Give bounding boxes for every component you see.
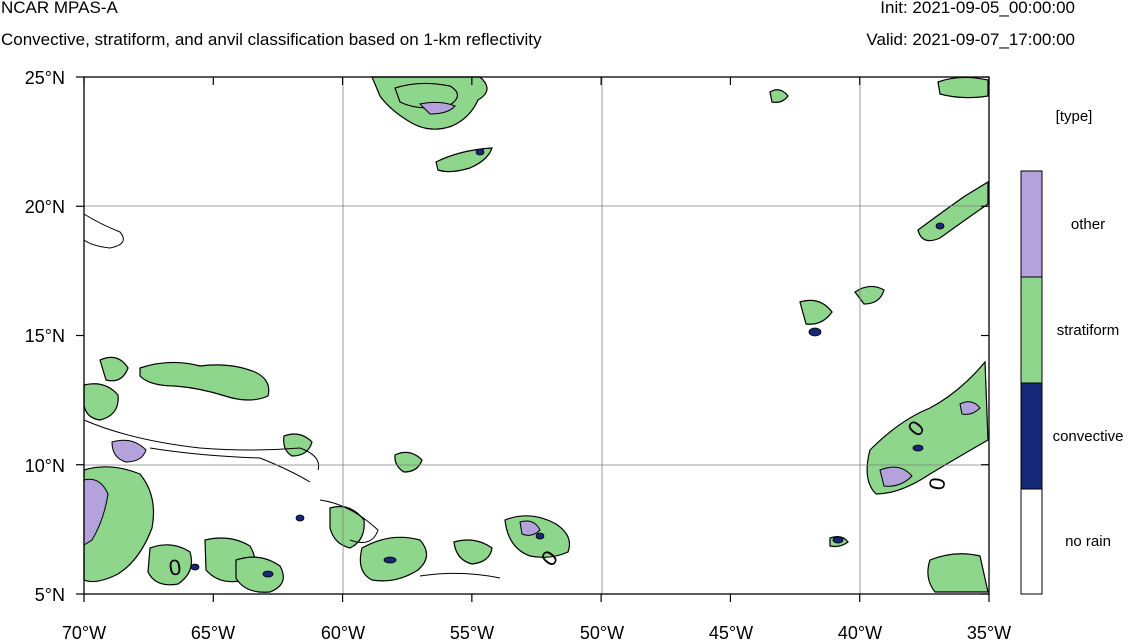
legend-label-convective: convective	[1053, 428, 1124, 445]
y-tick-label: 25°N	[25, 68, 65, 88]
feature-cluster-west	[83, 356, 365, 593]
legend-title: [type]	[1056, 108, 1093, 125]
x-tick-label: 65°W	[191, 623, 235, 641]
zero-contours	[83, 213, 501, 579]
x-tick-label: 50°W	[580, 623, 624, 641]
y-tick-label: 15°N	[25, 326, 65, 346]
y-axis-labels: 25°N 20°N 15°N 10°N 5°N	[25, 68, 65, 605]
legend-swatch-no-rain	[1020, 488, 1043, 595]
valid-time: Valid: 2021-09-07_17:00:00	[866, 30, 1075, 49]
legend-swatch-other	[1020, 170, 1043, 278]
y-tick-marks	[76, 76, 989, 595]
x-tick-label: 60°W	[321, 623, 365, 641]
convective-cores	[190, 148, 945, 578]
x-tick-label: 35°W	[967, 623, 1011, 641]
legend: [type] other stratiform convective no ra…	[1020, 108, 1124, 595]
x-tick-label: 70°W	[62, 623, 106, 641]
map-subtitle: Convective, stratiform, and anvil classi…	[1, 30, 542, 49]
init-time: Init: 2021-09-05_00:00:00	[880, 0, 1075, 17]
x-tick-label: 45°W	[709, 623, 753, 641]
contour-label: 0	[924, 476, 951, 492]
feature-cluster-east	[769, 76, 989, 593]
x-tick-label: 55°W	[450, 623, 494, 641]
y-tick-label: 5°N	[35, 585, 65, 605]
y-tick-label: 10°N	[25, 456, 65, 476]
map-title: NCAR MPAS-A	[1, 0, 118, 17]
feature-cluster-north	[371, 76, 493, 173]
legend-label-no-rain: no rain	[1065, 533, 1111, 550]
legend-swatch-convective	[1020, 382, 1043, 490]
legend-swatch-stratiform	[1020, 276, 1043, 384]
precipitation-field	[83, 76, 989, 593]
contour-label: 0	[167, 554, 183, 580]
x-tick-marks	[83, 77, 990, 602]
y-tick-label: 20°N	[25, 197, 65, 217]
x-axis-labels: 70°W 65°W 60°W 55°W 50°W 45°W 40°W 35°W	[62, 623, 1011, 641]
x-tick-label: 40°W	[838, 623, 882, 641]
legend-label-stratiform: stratiform	[1057, 322, 1120, 339]
legend-label-other: other	[1071, 216, 1105, 233]
map-gridlines	[84, 77, 989, 594]
